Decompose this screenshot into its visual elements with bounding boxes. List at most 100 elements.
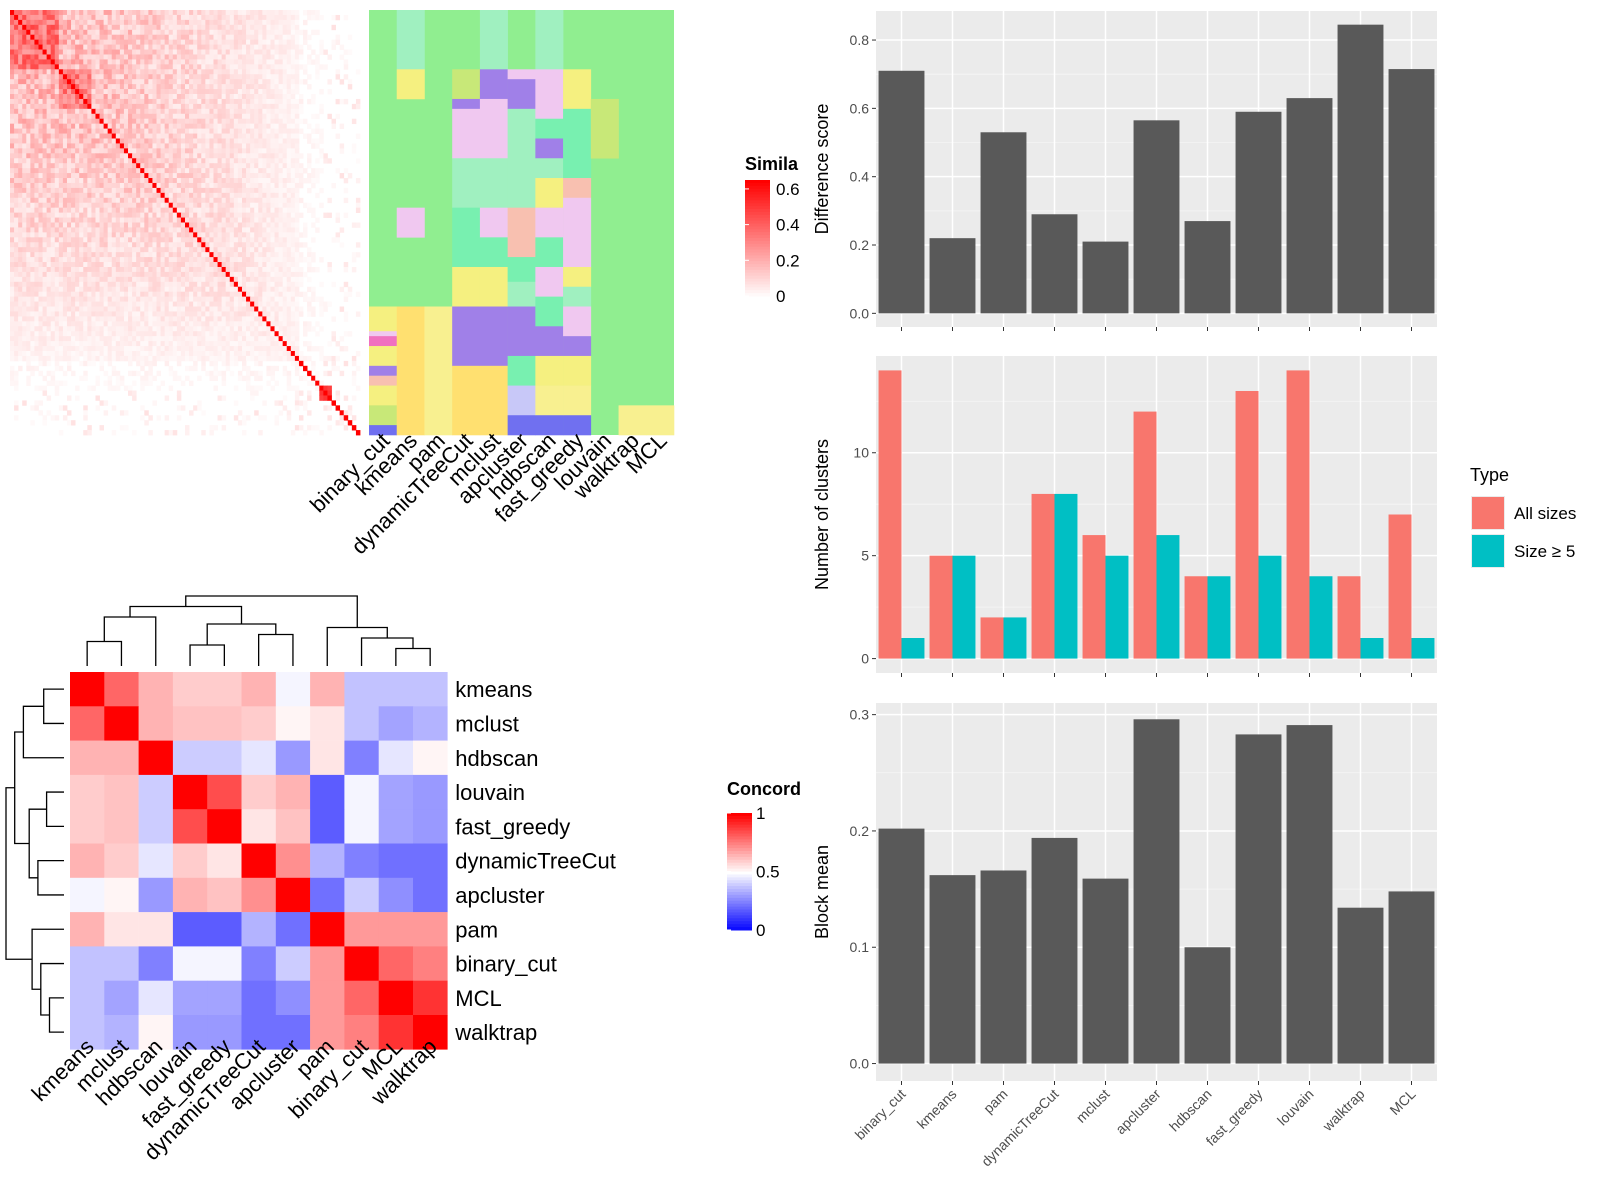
similarity-cell bbox=[270, 138, 275, 144]
similarity-cell bbox=[136, 286, 141, 293]
similarity-cell bbox=[168, 306, 174, 312]
similarity-cell bbox=[54, 222, 60, 228]
similarity-cell bbox=[189, 222, 194, 228]
similarity-cell bbox=[18, 29, 23, 36]
similarity-cell bbox=[54, 113, 60, 120]
similarity-cell bbox=[123, 182, 129, 189]
similarity-cell bbox=[343, 262, 349, 268]
similarity-cell bbox=[14, 113, 19, 120]
similarity-cell bbox=[156, 103, 161, 110]
similarity-cell bbox=[193, 59, 198, 65]
similarity-cell bbox=[189, 103, 194, 110]
similarity-cell bbox=[331, 14, 336, 21]
similarity-cell bbox=[180, 207, 186, 214]
similarity-cell bbox=[172, 331, 178, 337]
similarity-cell bbox=[193, 207, 198, 214]
similarity-cell bbox=[103, 138, 109, 144]
similarity-cell bbox=[197, 19, 202, 26]
similarity-cell bbox=[58, 34, 64, 41]
similarity-cell bbox=[103, 69, 109, 75]
similarity-cell bbox=[197, 321, 202, 327]
similarity-cell bbox=[189, 182, 194, 189]
similarity-cell bbox=[180, 54, 186, 60]
similarity-cell bbox=[172, 326, 178, 332]
similarity-cell bbox=[144, 237, 149, 243]
similarity-cell bbox=[241, 44, 247, 50]
similarity-cell bbox=[355, 197, 361, 204]
similarity-cell bbox=[197, 257, 202, 263]
similarity-cell bbox=[30, 336, 35, 342]
similarity-cell bbox=[250, 168, 255, 174]
similarity-cell bbox=[107, 281, 113, 288]
similarity-cell bbox=[266, 44, 271, 50]
similarity-cell bbox=[50, 108, 56, 115]
similarity-cell bbox=[103, 311, 109, 317]
similarity-cell bbox=[156, 316, 161, 322]
similarity-cell bbox=[144, 84, 149, 90]
similarity-cell bbox=[335, 113, 341, 120]
similarity-cell bbox=[26, 326, 31, 332]
similarity-cell bbox=[258, 94, 263, 100]
similarity-cell bbox=[152, 153, 157, 159]
similarity-cell bbox=[213, 69, 218, 75]
similarity-cell bbox=[164, 79, 170, 85]
similarity-cell bbox=[71, 242, 76, 248]
similarity-cell bbox=[50, 178, 56, 184]
similarity-cell bbox=[46, 187, 52, 194]
similarity-cell bbox=[136, 64, 141, 70]
similarity-cell bbox=[87, 148, 92, 154]
similarity-cell bbox=[128, 262, 133, 268]
similarity-cell bbox=[180, 19, 186, 26]
similarity-cell bbox=[225, 271, 231, 278]
similarity-cell bbox=[180, 24, 186, 31]
similarity-cell bbox=[128, 202, 133, 209]
similarity-cell bbox=[111, 59, 117, 65]
similarity-cell bbox=[286, 143, 292, 149]
similarity-cell bbox=[250, 262, 255, 268]
similarity-cell bbox=[189, 262, 194, 268]
similarity-cell bbox=[294, 84, 300, 90]
similarity-cell bbox=[87, 197, 92, 204]
similarity-cell bbox=[75, 123, 80, 129]
similarity-cell bbox=[180, 69, 186, 75]
similarity-cell bbox=[319, 39, 324, 45]
similarity-cell bbox=[30, 108, 35, 115]
similarity-cell bbox=[229, 138, 235, 144]
similarity-cell bbox=[209, 138, 214, 144]
similarity-cell bbox=[87, 212, 92, 218]
similarity-cell bbox=[66, 192, 72, 199]
similarity-cell bbox=[75, 138, 80, 144]
similarity-cell bbox=[229, 19, 235, 26]
similarity-cell bbox=[294, 108, 300, 115]
similarity-cell bbox=[95, 232, 100, 238]
similarity-cell bbox=[307, 326, 312, 332]
similarity-cell bbox=[250, 301, 255, 307]
similarity-cell bbox=[123, 98, 129, 105]
similarity-cell bbox=[136, 336, 141, 342]
similarity-cell bbox=[225, 39, 231, 45]
similarity-cell bbox=[286, 108, 292, 115]
similarity-cell bbox=[250, 291, 255, 298]
similarity-cell bbox=[107, 227, 113, 233]
similarity-cell bbox=[262, 276, 267, 283]
similarity-cell bbox=[197, 232, 202, 238]
similarity-cell bbox=[278, 222, 284, 228]
similarity-cell bbox=[54, 148, 60, 154]
similarity-cell bbox=[172, 222, 178, 228]
similarity-cell bbox=[193, 89, 198, 95]
similarity-cell bbox=[30, 10, 35, 16]
similarity-cell bbox=[254, 59, 259, 65]
similarity-cell bbox=[87, 291, 92, 298]
similarity-cell bbox=[30, 69, 35, 75]
similarity-cell bbox=[148, 197, 153, 204]
similarity-cell bbox=[10, 217, 15, 223]
similarity-cell bbox=[343, 178, 349, 184]
similarity-cell bbox=[197, 158, 202, 164]
similarity-cell bbox=[254, 291, 259, 298]
similarity-cell bbox=[156, 153, 161, 159]
similarity-cell bbox=[258, 242, 263, 248]
similarity-cell bbox=[38, 227, 43, 233]
similarity-cell bbox=[26, 331, 31, 337]
similarity-cell bbox=[10, 108, 15, 115]
similarity-cell bbox=[209, 192, 214, 199]
